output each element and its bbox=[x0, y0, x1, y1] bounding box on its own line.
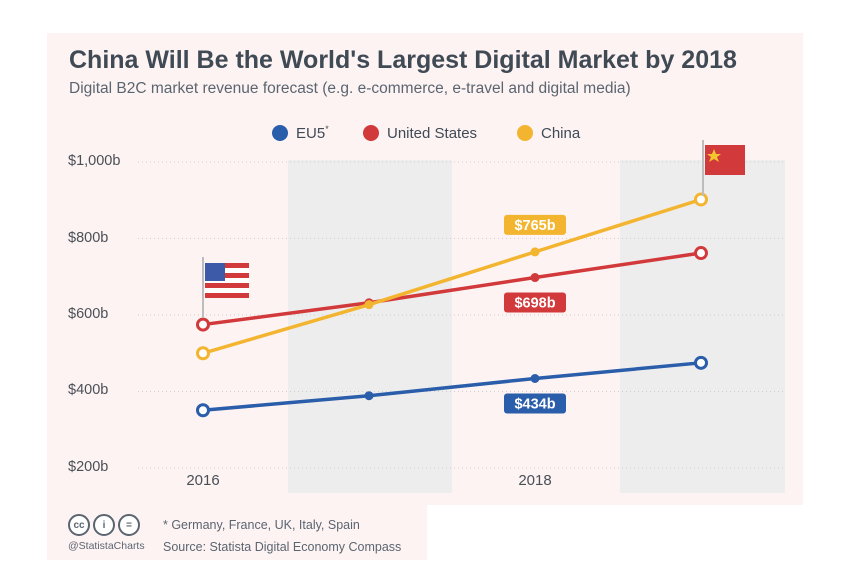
y-tick-label: $1,000b bbox=[68, 153, 121, 169]
no-derivatives-icon: = bbox=[118, 514, 140, 536]
chart-title: China Will Be the World's Largest Digita… bbox=[69, 46, 737, 74]
legend-item-china: China bbox=[517, 122, 580, 144]
x-tick-label: 2018 bbox=[518, 472, 552, 489]
series-line-eu5 bbox=[202, 361, 702, 412]
brand-label: @StatistaCharts bbox=[68, 540, 145, 552]
chart-subtitle: Digital B2C market revenue forecast (e.g… bbox=[69, 80, 631, 97]
legend-label-eu5: EU5 bbox=[296, 125, 326, 142]
data-point bbox=[196, 403, 210, 418]
series-line-china bbox=[202, 197, 702, 355]
us-flag-stripe bbox=[205, 273, 249, 278]
us-flag-canton bbox=[205, 263, 225, 281]
data-label: $765b bbox=[514, 218, 555, 234]
data-point bbox=[694, 355, 708, 370]
series-line-united-states bbox=[202, 251, 702, 327]
legend-sup-eu5: * bbox=[325, 124, 329, 134]
data-label-box bbox=[504, 214, 566, 235]
legend-swatch-united-states bbox=[363, 125, 379, 141]
y-tick-label: $800b bbox=[68, 230, 109, 246]
y-tick-label: $200b bbox=[68, 459, 109, 475]
attribution-icon: i bbox=[93, 514, 115, 536]
footnote: * Germany, France, UK, Italy, Spain bbox=[163, 518, 360, 532]
us-flag-stripe bbox=[205, 283, 249, 288]
data-label-box bbox=[504, 393, 566, 414]
data-point bbox=[364, 300, 374, 310]
legend-label-united-states: United States bbox=[387, 124, 478, 142]
source-label: Source: Statista Digital Economy Compass bbox=[163, 540, 402, 554]
y-tick-label: $400b bbox=[68, 382, 109, 398]
data-label: $698b bbox=[514, 296, 555, 312]
legend: EU5* United States China bbox=[0, 122, 850, 144]
blank-area bbox=[427, 505, 803, 560]
data-point bbox=[530, 247, 540, 257]
data-point bbox=[196, 346, 210, 361]
data-point bbox=[196, 317, 210, 332]
legend-swatch-china bbox=[517, 125, 533, 141]
band-2019 bbox=[620, 160, 785, 493]
legend-item-united-states: United States bbox=[363, 122, 477, 144]
data-label: $434b bbox=[514, 396, 555, 412]
us-flag-stripe bbox=[205, 263, 249, 268]
x-tick-label: 2016 bbox=[186, 472, 220, 489]
us-flag-stripe bbox=[205, 293, 249, 298]
data-point bbox=[364, 391, 374, 401]
data-point bbox=[694, 192, 708, 207]
data-point bbox=[530, 373, 540, 383]
cc-icon: cc bbox=[68, 514, 90, 536]
data-point bbox=[694, 246, 708, 261]
band-2017 bbox=[288, 160, 452, 493]
y-tick-label: $600b bbox=[68, 306, 109, 322]
legend-swatch-eu5 bbox=[272, 125, 288, 141]
data-label-box bbox=[504, 292, 566, 313]
data-point bbox=[530, 273, 540, 283]
legend-item-eu5: EU5* bbox=[272, 122, 329, 144]
legend-label-china: China bbox=[541, 124, 581, 142]
star-icon bbox=[707, 149, 721, 162]
